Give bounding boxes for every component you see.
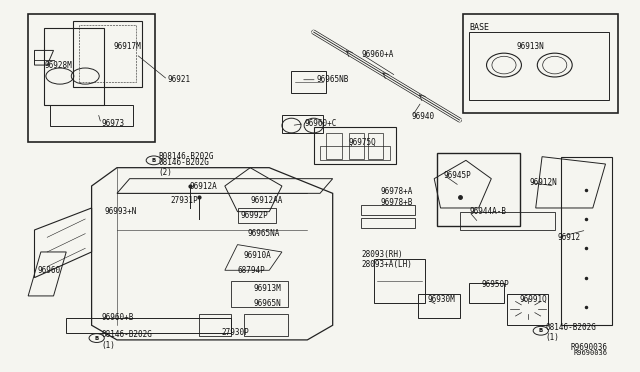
Bar xyxy=(469,283,504,303)
Text: 96912: 96912 xyxy=(558,233,581,242)
Text: 96992P: 96992P xyxy=(241,211,268,220)
Bar xyxy=(463,14,618,113)
Text: 96945P: 96945P xyxy=(444,170,472,180)
Text: 27931P: 27931P xyxy=(171,196,198,205)
Text: 96912AA: 96912AA xyxy=(250,196,283,205)
Text: 96993+N: 96993+N xyxy=(104,207,137,216)
Text: 08146-B202G
(2): 08146-B202G (2) xyxy=(158,158,209,177)
Bar xyxy=(282,115,323,133)
Bar xyxy=(349,133,364,158)
Text: R9690036: R9690036 xyxy=(571,343,607,352)
Text: 96930M: 96930M xyxy=(428,295,456,304)
Text: 96973: 96973 xyxy=(101,119,124,128)
Text: 96960+C: 96960+C xyxy=(304,119,337,128)
Text: 96965NB: 96965NB xyxy=(317,75,349,84)
Bar xyxy=(469,32,609,100)
Bar xyxy=(28,14,155,142)
Bar xyxy=(200,314,231,336)
Text: 08146-B202G
(1): 08146-B202G (1) xyxy=(545,323,596,342)
Text: 96991Q: 96991Q xyxy=(520,295,548,304)
Text: B: B xyxy=(152,158,156,163)
Text: 96928M: 96928M xyxy=(44,61,72,70)
Bar xyxy=(361,205,415,215)
Bar xyxy=(231,281,288,307)
Text: 96912N: 96912N xyxy=(529,178,557,187)
Text: 96960+A: 96960+A xyxy=(361,49,394,58)
Text: 96960: 96960 xyxy=(38,266,61,275)
Text: 96921: 96921 xyxy=(168,75,191,84)
Text: 68794P: 68794P xyxy=(237,266,265,275)
Text: 96912A: 96912A xyxy=(190,182,218,190)
Text: 96960+B: 96960+B xyxy=(101,314,134,323)
Text: 96978+A
96978+B: 96978+A 96978+B xyxy=(380,187,413,207)
Text: BASE: BASE xyxy=(469,23,489,32)
Text: 96965NA: 96965NA xyxy=(247,229,280,238)
Text: 96917M: 96917M xyxy=(114,42,141,51)
Text: 28093(RH)
28093+A(LH): 28093(RH) 28093+A(LH) xyxy=(361,250,412,269)
Text: 27930P: 27930P xyxy=(221,328,250,337)
Bar xyxy=(244,314,288,336)
Bar xyxy=(361,218,415,228)
Text: 96910A: 96910A xyxy=(244,251,271,260)
Text: 96965N: 96965N xyxy=(253,299,281,308)
Text: 96913N: 96913N xyxy=(516,42,545,51)
Text: 96950P: 96950P xyxy=(482,280,509,289)
Bar xyxy=(507,294,548,325)
Bar xyxy=(367,133,383,158)
Text: B: B xyxy=(539,328,543,333)
Text: 96975Q: 96975Q xyxy=(349,138,376,147)
Text: 96944A-B: 96944A-B xyxy=(469,207,506,216)
Text: 96940: 96940 xyxy=(412,112,435,121)
Text: B: B xyxy=(95,336,99,341)
Bar xyxy=(437,153,520,226)
Text: 08146-B202G
(1): 08146-B202G (1) xyxy=(101,330,152,350)
Bar xyxy=(419,294,460,318)
Text: B08146-B202G: B08146-B202G xyxy=(158,152,214,161)
Bar xyxy=(326,133,342,158)
Text: 96913M: 96913M xyxy=(253,284,281,293)
Text: R9690036: R9690036 xyxy=(574,350,608,356)
Bar xyxy=(320,146,390,160)
